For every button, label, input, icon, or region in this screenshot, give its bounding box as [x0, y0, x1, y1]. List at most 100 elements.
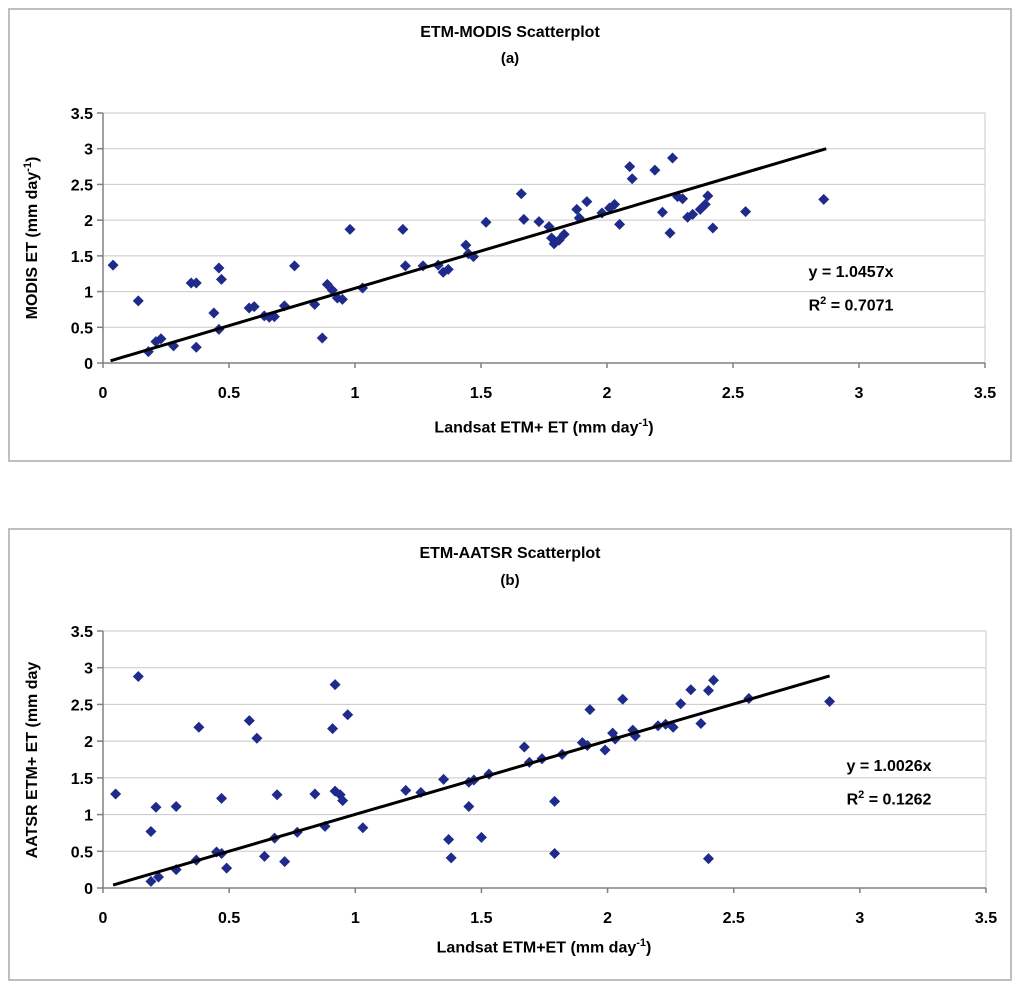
data-point — [649, 164, 661, 176]
data-point — [150, 801, 162, 813]
data-point — [145, 825, 157, 837]
data-point — [614, 218, 626, 230]
y-tick-label: 3 — [84, 142, 93, 159]
data-point — [463, 800, 475, 812]
data-point — [258, 850, 270, 862]
trendline-equation-b: y = 1.0026x R2 = 0.1262 — [789, 752, 989, 814]
data-point — [685, 684, 697, 696]
data-point — [342, 709, 354, 721]
data-point — [702, 853, 714, 865]
data-point — [316, 332, 328, 344]
data-point — [132, 295, 144, 307]
data-point — [599, 744, 611, 756]
data-point — [271, 789, 283, 801]
data-point — [675, 698, 687, 710]
r-symbol: R — [846, 791, 859, 809]
y-axis-title-text: AATSR ETM+ ET (mm day — [24, 661, 42, 859]
data-point — [213, 262, 225, 274]
y-tick-label: 1.5 — [71, 249, 93, 266]
data-point — [576, 737, 588, 749]
equation-line: y = 1.0026x — [846, 758, 932, 775]
y-axis-title-close: ) — [24, 156, 42, 162]
data-point — [216, 792, 228, 804]
x-tick-label: 1 — [351, 910, 360, 927]
data-point — [549, 795, 561, 807]
y-tick-label: 3 — [84, 661, 93, 678]
data-point — [699, 198, 711, 210]
y-tick-label: 2.5 — [71, 697, 93, 714]
data-point — [438, 773, 450, 785]
data-point — [190, 277, 202, 289]
x-axis-title-superscript: -1 — [636, 937, 647, 949]
data-point — [824, 695, 836, 707]
x-tick-label: 2 — [603, 910, 612, 927]
data-point — [818, 193, 830, 205]
data-point — [248, 301, 260, 313]
chart-title-a: ETM-MODIS Scatterplot — [420, 24, 600, 41]
data-point — [740, 206, 752, 218]
data-point — [708, 674, 720, 686]
data-point — [707, 222, 719, 234]
data-point — [667, 152, 679, 164]
scatter-plot-b: 0 0.5 1 1.5 2 2.5 3 3.5 0 0.5 1 1.5 2 2.5 3 3.5 — [71, 624, 997, 927]
y-tick-label: 3.5 — [71, 624, 93, 641]
x-axis-title-close: ) — [648, 419, 654, 437]
data-point — [518, 213, 530, 225]
x-tick-label: 0.5 — [218, 385, 240, 402]
chart-subtitle-a: (a) — [500, 50, 520, 67]
data-point — [533, 216, 545, 228]
data-point — [170, 864, 182, 876]
x-tick-label: 1.5 — [470, 910, 492, 927]
x-axis-title-b: Landsat ETM+ET (mm day-1) — [103, 937, 985, 957]
data-point — [702, 190, 714, 202]
data-point — [107, 259, 119, 271]
data-point — [190, 341, 202, 353]
x-tick-label: 3 — [855, 910, 864, 927]
data-point — [667, 721, 679, 733]
x-tick-label: 3.5 — [974, 385, 996, 402]
equation-line: y = 1.0457x — [808, 264, 894, 281]
x-tick-label: 2.5 — [723, 910, 745, 927]
data-point — [309, 788, 321, 800]
x-axis-title-close: ) — [646, 939, 652, 957]
data-point — [677, 193, 689, 205]
y-tick-label: 1 — [84, 808, 93, 825]
x-axis-title-superscript: -1 — [638, 417, 649, 429]
y-tick-label: 1 — [84, 285, 93, 302]
data-point — [397, 223, 409, 235]
data-point — [221, 862, 233, 874]
y-axis-title-text: MODIS ET (mm day — [24, 171, 42, 320]
y-tick-label: 0 — [84, 881, 93, 898]
data-point — [327, 723, 339, 735]
data-point — [695, 718, 707, 730]
data-point — [607, 727, 619, 739]
data-point — [208, 307, 220, 319]
trendline-equation-a: y = 1.0457x R2 = 0.7071 — [751, 258, 951, 320]
data-point — [251, 732, 263, 744]
r-squared-line: R2 = 0.7071 — [751, 287, 951, 320]
data-point — [344, 223, 356, 235]
figure-panel-b: 0 0.5 1 1.5 2 2.5 3 3.5 0 0.5 1 1.5 2 2.5 3 3.5 ETM-AAT… — [8, 528, 1012, 981]
data-point — [626, 173, 638, 185]
chart-title-b: ETM-AATSR Scatterplot — [419, 545, 601, 562]
x-axis-title-a: Landsat ETM+ ET (mm day-1) — [103, 417, 985, 437]
x-tick-label: 0.5 — [218, 910, 240, 927]
data-point — [558, 228, 570, 240]
data-point — [145, 875, 157, 887]
scatter-plot-a: 0 0.5 1 1.5 2 2.5 3 3.5 0 0.5 1 1.5 2 2.5 3 3.5 — [71, 106, 996, 402]
data-point — [480, 216, 492, 228]
data-point — [243, 715, 255, 727]
data-point — [475, 831, 487, 843]
data-point — [624, 161, 636, 173]
data-point — [664, 227, 676, 239]
data-point — [329, 679, 341, 691]
y-axis-title-a: MODIS ET (mm day-1) — [22, 157, 42, 320]
figure-panel-a: 0 0.5 1 1.5 2 2.5 3 3.5 0 0.5 1 1.5 2 2.5 3 3.5 ETM-MOD… — [8, 8, 1012, 462]
data-point — [442, 263, 454, 275]
data-point — [215, 273, 227, 285]
y-tick-label: 3.5 — [71, 106, 93, 123]
data-point — [656, 206, 668, 218]
y-axis-title-superscript: -1 — [21, 161, 34, 172]
data-point — [445, 852, 457, 864]
data-point — [170, 800, 182, 812]
